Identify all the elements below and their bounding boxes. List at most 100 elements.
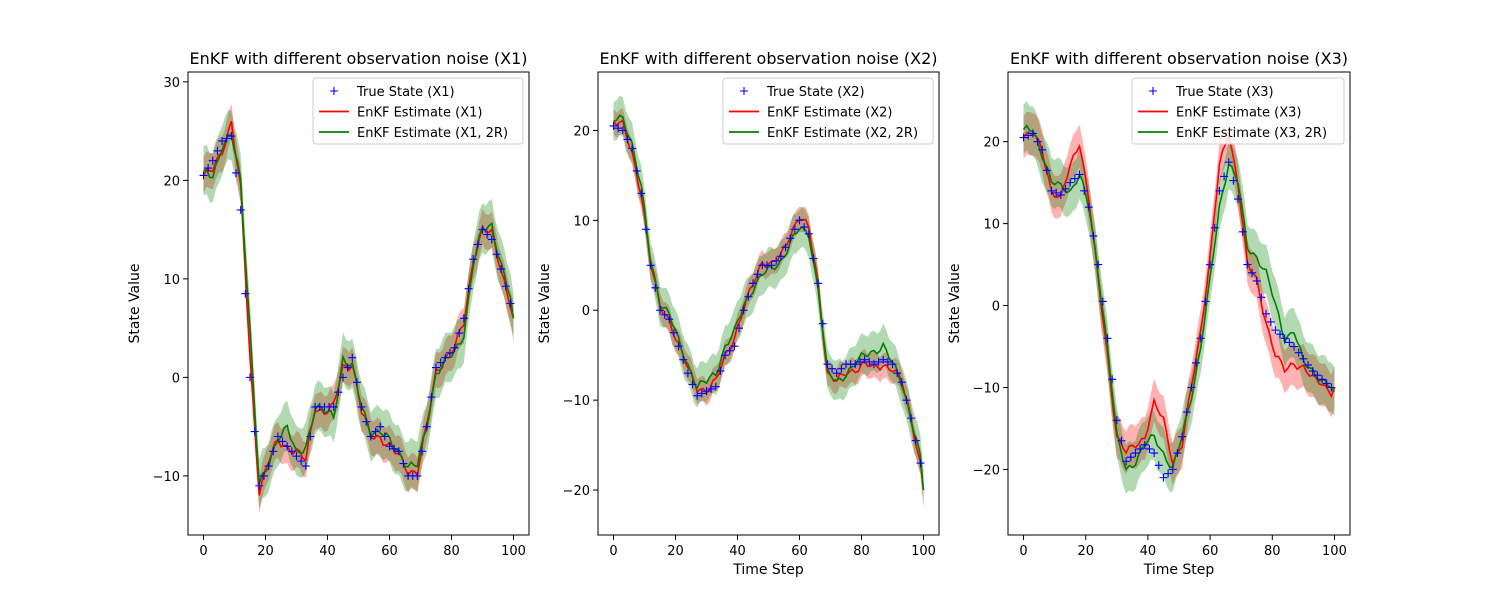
data-point (855, 357, 864, 366)
y-tick-label: −10 (153, 470, 180, 485)
data-point (818, 319, 827, 328)
data-point (707, 384, 716, 393)
data-point (497, 265, 506, 274)
legend-item: EnKF Estimate (X3) (1138, 106, 1301, 121)
data-point (1304, 360, 1313, 369)
legend-item: EnKF Estimate (X3, 2R) (1138, 126, 1327, 141)
data-point (208, 156, 217, 165)
data-point (1112, 416, 1121, 425)
data-point (1280, 334, 1289, 343)
subplot-3: 0 20 40 60 80 100 −20 −10 0 10 20 EnKF with differe… (947, 49, 1351, 578)
legend-item: EnKF Estimate (X2, 2R) (729, 126, 918, 141)
data-point (865, 357, 874, 366)
data-point (795, 216, 804, 225)
x-tick-label: 60 (791, 544, 808, 559)
data-point (1126, 453, 1135, 462)
data-point (357, 402, 366, 411)
data-point (916, 459, 925, 468)
data-point (1248, 268, 1257, 277)
data-point (259, 471, 268, 480)
data-point (828, 364, 837, 373)
data-point (609, 121, 618, 130)
data-point (436, 358, 445, 367)
data-point (1047, 186, 1056, 195)
data-point (301, 462, 310, 471)
data-point (1313, 371, 1322, 380)
data-point (348, 353, 357, 362)
series-line (1022, 132, 1336, 468)
data-point (1182, 408, 1191, 417)
data-point (1038, 145, 1047, 154)
data-point (656, 306, 664, 315)
x-tick-label: 80 (853, 544, 870, 559)
y-axis-label: State Value (537, 264, 553, 344)
legend-marker (740, 87, 748, 95)
data-point (1318, 375, 1327, 384)
x-tick-label: 60 (1202, 544, 1219, 559)
data-point (464, 284, 473, 293)
data-point (459, 314, 468, 323)
x-tick-label: 40 (729, 544, 746, 559)
legend-label: EnKF Estimate (X2) (767, 106, 892, 121)
legend-item: EnKF Estimate (X1, 2R) (319, 126, 508, 141)
data-point (283, 442, 292, 451)
x-tick-label: 40 (1140, 544, 1157, 559)
data-point (427, 393, 436, 402)
data-point (1285, 338, 1294, 347)
data-point (376, 422, 385, 431)
data-point (1238, 227, 1247, 236)
data-point (1108, 375, 1117, 384)
data-point (1308, 367, 1317, 376)
legend-item: EnKF Estimate (X1) (319, 106, 482, 121)
data-point (1089, 231, 1098, 240)
data-point (1019, 133, 1028, 142)
x-tick-label: 0 (199, 544, 207, 559)
data-point (869, 360, 878, 369)
data-point (772, 256, 781, 265)
data-point (329, 402, 338, 411)
data-point (790, 225, 799, 234)
data-point (665, 315, 674, 324)
data-point (883, 357, 892, 366)
data-point (809, 254, 818, 263)
data-point (632, 166, 641, 175)
data-point (213, 146, 222, 155)
y-tick-label: −10 (973, 381, 1000, 396)
axes-frame (187, 71, 530, 536)
y-tick-label: 10 (163, 273, 180, 288)
data-point (651, 283, 660, 292)
x-axis-label: Time Step (1143, 562, 1215, 578)
data-point (380, 432, 389, 441)
data-point (874, 357, 883, 366)
legend: True State (X3) EnKF Estimate (X3) EnKF Es… (1131, 77, 1345, 145)
data-point (450, 343, 459, 352)
legend-label: EnKF Estimate (X1, 2R) (357, 126, 508, 141)
data-point (1136, 444, 1145, 453)
y-tick-label: 20 (983, 136, 1000, 151)
subplot-title: EnKF with different observation noise (X… (599, 49, 937, 68)
data-point (218, 136, 227, 145)
data-point (1098, 297, 1107, 306)
series-line (1022, 124, 1336, 471)
x-tick-label: 20 (257, 544, 274, 559)
x-tick-label: 20 (667, 544, 684, 559)
data-point (767, 261, 776, 270)
data-point (786, 234, 795, 243)
data-point (800, 223, 809, 232)
data-point (1084, 203, 1093, 212)
data-point (879, 355, 888, 364)
data-point (394, 447, 403, 456)
data-point (441, 353, 450, 362)
x-tick-label: 40 (319, 544, 336, 559)
data-point (1052, 188, 1061, 197)
subplot-title: EnKF with different observation noise (X… (189, 49, 527, 68)
data-point (832, 369, 841, 378)
data-point (716, 366, 725, 375)
data-point (232, 168, 241, 177)
data-point (749, 279, 757, 288)
data-point (483, 230, 492, 239)
data-point (1187, 383, 1196, 392)
y-tick-label: 0 (992, 300, 1000, 315)
data-point (371, 427, 380, 436)
